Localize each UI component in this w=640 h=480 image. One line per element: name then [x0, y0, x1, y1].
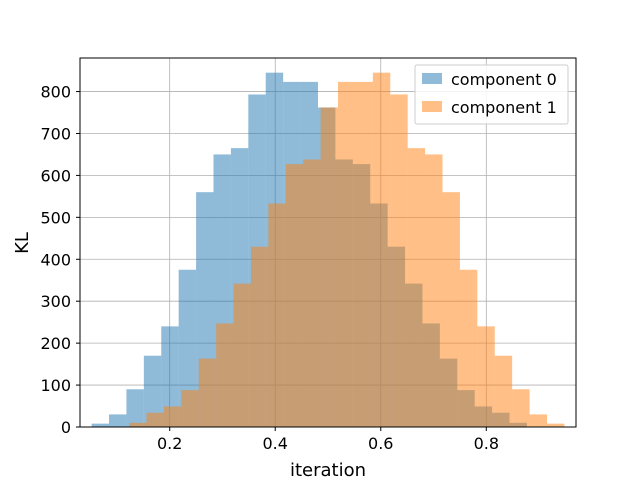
- y-tick-label: 0: [61, 418, 71, 437]
- legend-swatch-component-1: [422, 101, 442, 112]
- histogram-bar-component-0: [91, 423, 110, 427]
- x-axis-label: iteration: [290, 460, 366, 480]
- y-tick-label: 600: [40, 166, 71, 185]
- histogram-bar-component-0: [161, 326, 179, 427]
- y-tick-label: 400: [40, 250, 71, 269]
- y-tick-label: 300: [40, 292, 71, 311]
- histogram-bar-component-1: [233, 283, 251, 427]
- legend-box: [414, 64, 569, 125]
- histogram-bar-component-1: [407, 148, 426, 427]
- histogram-bar-component-1: [494, 355, 513, 427]
- histogram-bar-component-1: [216, 323, 234, 427]
- histogram-bar-component-1: [163, 406, 182, 427]
- histogram-bar-component-1: [198, 358, 217, 427]
- histogram-bar-component-1: [512, 389, 530, 427]
- histogram-bar-component-1: [546, 423, 565, 427]
- histogram-bar-component-1: [268, 203, 286, 427]
- histogram-bar-component-1: [146, 412, 164, 427]
- histogram-bar-component-1: [355, 81, 373, 428]
- legend: component 0 component 1: [414, 64, 569, 125]
- histogram-bar-component-1: [529, 414, 547, 427]
- y-tick-label: 200: [40, 334, 71, 353]
- histogram-bar-component-1: [285, 164, 304, 427]
- histogram-bar-component-1: [477, 326, 495, 427]
- y-axis-label: KL: [12, 232, 33, 254]
- x-tick-label: 0.2: [157, 434, 182, 453]
- histogram-bar-component-0: [178, 269, 197, 427]
- histogram-bars: [91, 72, 565, 428]
- plot-frame: [79, 57, 577, 428]
- y-tick-label: 100: [40, 376, 71, 395]
- histogram-bar-component-1: [459, 269, 478, 427]
- histogram-bar-component-1: [338, 81, 356, 428]
- histogram-bar-component-1: [129, 422, 147, 427]
- legend-label-component-1: component 1: [451, 98, 557, 117]
- y-tick-label: 500: [40, 208, 71, 227]
- y-tick-label: 700: [40, 124, 71, 143]
- histogram-bar-component-1: [320, 107, 339, 427]
- histogram-bar-component-1: [181, 390, 199, 427]
- legend-label-component-0: component 0: [451, 70, 557, 89]
- histogram-bar-component-1: [250, 246, 269, 427]
- histogram-bar-component-0: [143, 355, 162, 427]
- histogram-bar-component-1: [442, 192, 460, 427]
- y-axis-ticks: 0 100 200 300 400 500 600 700 800: [40, 83, 80, 437]
- histogram-bar-component-1: [372, 72, 391, 427]
- x-tick-label: 0.6: [368, 434, 393, 453]
- x-tick-label: 0.4: [263, 434, 288, 453]
- histogram-bar-component-1: [390, 94, 408, 427]
- histogram-bar-component-0: [109, 414, 127, 427]
- histogram-bar-component-1: [425, 154, 443, 427]
- y-tick-label: 800: [40, 83, 71, 102]
- histogram-bar-component-1: [303, 159, 321, 427]
- x-axis-ticks: 0.2 0.4 0.6 0.8: [157, 427, 499, 453]
- histogram-bar-component-0: [126, 389, 144, 427]
- x-tick-label: 0.8: [474, 434, 499, 453]
- legend-swatch-component-0: [422, 73, 442, 84]
